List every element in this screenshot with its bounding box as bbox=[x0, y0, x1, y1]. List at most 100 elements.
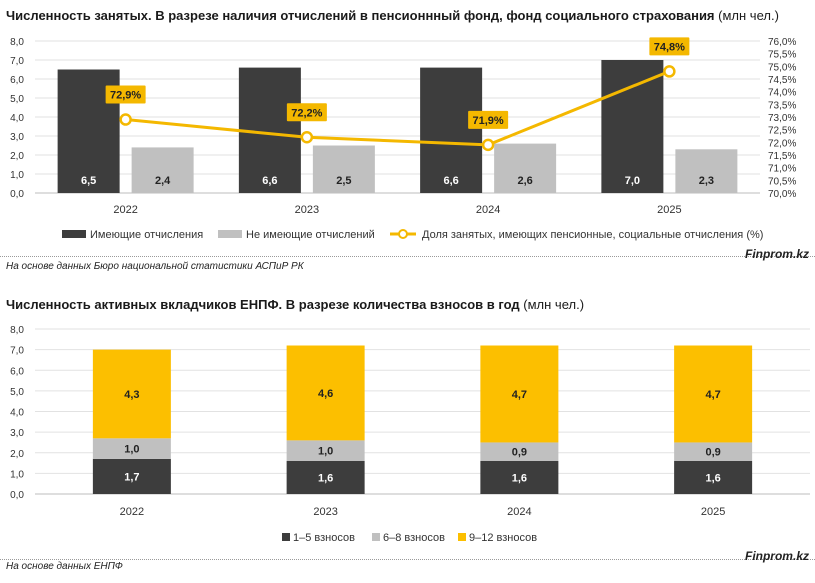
chart-2-left-tick-label: 4,0 bbox=[10, 408, 24, 419]
chart-1-line-point bbox=[663, 65, 676, 78]
chart-1-left-tick-label: 2,0 bbox=[10, 151, 24, 162]
chart-2-segment-value-label: 1,0 bbox=[124, 444, 139, 456]
chart-1-bar bbox=[675, 149, 738, 193]
chart-2-left-tick-label: 1,0 bbox=[10, 469, 24, 480]
chart-2-segment-value-label: 1,7 bbox=[124, 471, 139, 483]
chart-1-line-label-box bbox=[105, 85, 146, 104]
chart-1-share-line bbox=[125, 70, 670, 147]
chart-1-right-tick-label: 73,0% bbox=[768, 113, 796, 124]
brand-logo-1: Finprom.kz bbox=[744, 247, 809, 261]
chart-2-bar-segment bbox=[674, 345, 753, 443]
chart-2-bar-segment bbox=[674, 461, 753, 494]
chart-1-line-label-box bbox=[468, 110, 509, 129]
chart-1-employment: 0,01,02,03,04,05,06,07,08,070,0%70,5%71,… bbox=[10, 37, 796, 241]
chart-1-bar bbox=[420, 67, 483, 193]
chart-1-left-tick-label: 5,0 bbox=[10, 94, 24, 105]
chart-1-line-value-label: 72,2% bbox=[291, 107, 322, 119]
source-note-2: На основе данных ЕНПФ bbox=[6, 561, 123, 572]
chart-1-right-tick-label: 70,5% bbox=[768, 176, 796, 187]
chart-1-right-tick-label: 73,5% bbox=[768, 100, 796, 111]
chart-2-bar-segment bbox=[92, 458, 171, 494]
chart-1-right-tick-label: 70,0% bbox=[768, 189, 796, 200]
chart-2-bar-segment bbox=[92, 349, 171, 439]
chart-2-legend: 1–5 взносов 6–8 взносов 9–12 взносов bbox=[282, 532, 537, 544]
chart-1-line-label-box bbox=[286, 103, 327, 122]
chart-2-title-text: Численность активных вкладчиков ЕНПФ. В … bbox=[6, 297, 520, 312]
legend-swatch bbox=[282, 533, 290, 541]
chart-2-bar-segment bbox=[286, 345, 365, 441]
chart-2-left-tick-label: 5,0 bbox=[10, 387, 24, 398]
chart-2-left-tick-label: 3,0 bbox=[10, 428, 24, 439]
chart-2-segment-value-label: 4,7 bbox=[705, 389, 720, 401]
chart-1-bar-value-label: 2,5 bbox=[336, 175, 351, 187]
chart-1-line-label-box bbox=[649, 37, 690, 56]
chart-2-bar-segment bbox=[286, 461, 365, 494]
chart-1-title-text: Численность занятых. В разрезе наличия о… bbox=[6, 8, 715, 23]
chart-1-left-tick-label: 6,0 bbox=[10, 75, 24, 86]
chart-1-bar bbox=[494, 143, 557, 193]
brand-logo-2: Finprom.kz bbox=[744, 549, 809, 563]
chart-1-line-value-label: 72,9% bbox=[110, 90, 141, 102]
chart-1-left-tick-label: 1,0 bbox=[10, 170, 24, 181]
chart-1-category-label: 2022 bbox=[113, 204, 137, 216]
chart-1-left-tick-label: 8,0 bbox=[10, 37, 24, 48]
legend-swatch bbox=[62, 230, 86, 238]
chart-1-left-tick-label: 0,0 bbox=[10, 189, 24, 200]
chart-1-bar-value-label: 6,5 bbox=[81, 175, 96, 187]
source-note-1: На основе данных Бюро национальной стати… bbox=[6, 261, 304, 272]
chart-1-right-tick-label: 75,0% bbox=[768, 62, 796, 73]
chart-2-segment-value-label: 1,0 bbox=[318, 446, 333, 458]
chart-1-legend: Имеющие отчисления Не имеющие отчислений Д… bbox=[62, 229, 763, 241]
chart-2-bar-segment bbox=[480, 461, 559, 494]
chart-1-category-label: 2024 bbox=[476, 204, 500, 216]
chart-2-left-tick-label: 6,0 bbox=[10, 366, 24, 377]
chart-2-depositors: 0,0 1,0 2,0 3,0 4,0 5,0 6,0 7,0 8,0 1,7 1,0 4,3 2022… bbox=[10, 325, 810, 544]
legend-label: Имеющие отчисления bbox=[90, 229, 203, 241]
chart-1-left-tick-label: 4,0 bbox=[10, 113, 24, 124]
chart-2-segment-value-label: 1,6 bbox=[705, 473, 720, 485]
chart-1-left-tick-label: 7,0 bbox=[10, 56, 24, 67]
chart-1-right-tick-label: 71,0% bbox=[768, 164, 796, 175]
chart-2-segment-value-label: 4,6 bbox=[318, 388, 333, 400]
chart-2-segment-value-label: 4,7 bbox=[512, 389, 527, 401]
chart-1-bar bbox=[601, 60, 664, 193]
legend-swatch bbox=[372, 533, 380, 541]
chart-1-bar-value-label: 6,6 bbox=[443, 175, 458, 187]
chart-2-left-tick-label: 0,0 bbox=[10, 490, 24, 501]
chart-2-left-tick-label: 2,0 bbox=[10, 449, 24, 460]
chart-2-title-unit: (млн чел.) bbox=[523, 297, 585, 312]
chart-1-right-tick-label: 72,0% bbox=[768, 138, 796, 149]
chart-1-bar-value-label: 2,4 bbox=[155, 175, 171, 187]
chart-1-category-label: 2025 bbox=[657, 204, 681, 216]
chart-1-line-value-label: 74,8% bbox=[654, 41, 685, 53]
chart-2-bar-segment bbox=[480, 345, 559, 443]
chart-1-line-point bbox=[119, 113, 132, 126]
chart-1-right-tick-label: 74,0% bbox=[768, 88, 796, 99]
chart-1-left-tick-label: 3,0 bbox=[10, 132, 24, 143]
chart-1-title: Численность занятых. В разрезе наличия о… bbox=[6, 8, 779, 23]
chart-1-right-tick-label: 76,0% bbox=[768, 37, 796, 48]
chart-1-line-value-label: 71,9% bbox=[473, 115, 504, 127]
divider-2 bbox=[0, 559, 815, 560]
chart-2-bar-segment bbox=[286, 440, 365, 461]
chart-1-right-tick-label: 75,5% bbox=[768, 50, 796, 61]
legend-label: Не имеющие отчислений bbox=[246, 229, 375, 241]
chart-1-line-point bbox=[300, 131, 314, 144]
chart-1-right-tick-label: 74,5% bbox=[768, 75, 796, 86]
legend-label: Доля занятых, имеющих пенсионные, социал… bbox=[422, 229, 763, 241]
chart-2-segment-value-label: 4,3 bbox=[124, 389, 139, 401]
chart-1-line-point bbox=[481, 138, 495, 152]
chart-1-right-tick-label: 71,5% bbox=[768, 151, 796, 162]
chart-1-bar-value-label: 6,6 bbox=[262, 175, 277, 187]
chart-1-bar-value-label: 2,3 bbox=[699, 175, 714, 187]
chart-1-bar bbox=[312, 145, 375, 193]
chart-2-category-label: 2024 bbox=[507, 506, 531, 518]
legend-swatch bbox=[218, 230, 242, 238]
chart-2-bar-segment bbox=[92, 438, 171, 459]
chart-2-left-tick-label: 7,0 bbox=[10, 346, 24, 357]
chart-2-segment-value-label: 1,6 bbox=[512, 473, 527, 485]
chart-2-category-label: 2025 bbox=[701, 506, 725, 518]
chart-2-category-label: 2023 bbox=[313, 506, 337, 518]
legend-marker bbox=[398, 229, 408, 239]
chart-2-category-label: 2022 bbox=[120, 506, 144, 518]
